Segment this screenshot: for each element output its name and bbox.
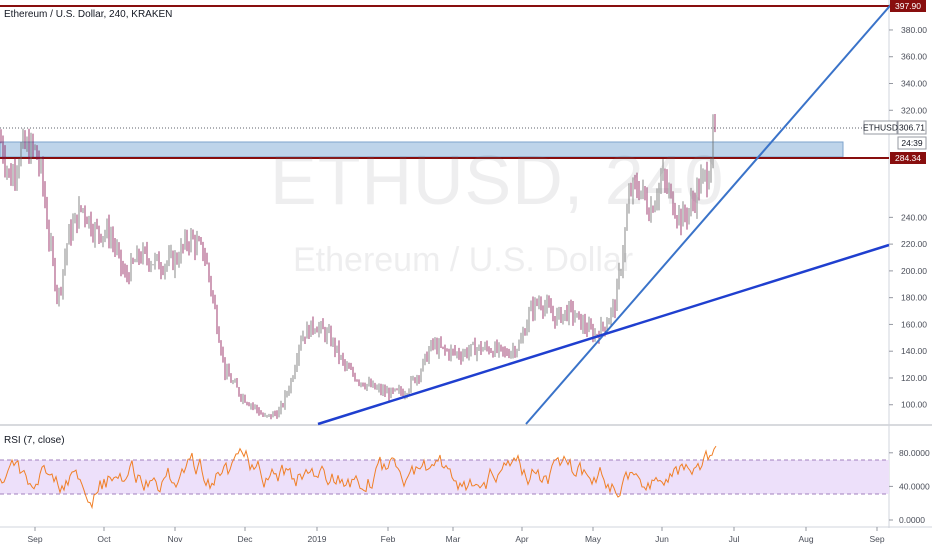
price-tick-label: 180.00 — [901, 293, 927, 303]
price-tick-label: 140.00 — [901, 346, 927, 356]
time-tick-label: Feb — [381, 534, 396, 544]
rsi-band — [0, 460, 889, 494]
price-tick-label: 380.00 — [901, 25, 927, 35]
rsi-title[interactable]: RSI (7, close) — [4, 435, 65, 446]
price-tick-label: 220.00 — [901, 239, 927, 249]
rsi-tick-label: 40.0000 — [899, 481, 930, 491]
price-tick-label: 240.00 — [901, 212, 927, 222]
price-tick-label: 360.00 — [901, 52, 927, 62]
label-countdown: 24:39 — [897, 136, 927, 150]
time-tick-label: Jun — [655, 534, 669, 544]
price-tick-label: 320.00 — [901, 105, 927, 115]
time-tick-label: Apr — [515, 534, 528, 544]
price-pane[interactable] — [0, 0, 889, 424]
support-trendline[interactable] — [317, 243, 890, 426]
time-tick-label: Sep — [27, 534, 42, 544]
time-tick-label: Oct — [97, 534, 111, 544]
time-tick-label: Jul — [729, 534, 740, 544]
label-resistance-low: 284.34 — [890, 152, 926, 164]
svg-text:24:39: 24:39 — [901, 138, 923, 148]
rsi-line — [0, 445, 717, 510]
svg-text:306.71: 306.71 — [899, 123, 925, 133]
candles — [0, 114, 716, 420]
time-axis[interactable]: Sep Oct Nov Dec 2019 Feb Mar Apr May Jun Jul Aug Sep — [27, 527, 885, 544]
time-tick-label: Mar — [446, 534, 461, 544]
price-tick-label: 100.00 — [901, 400, 927, 410]
time-tick-label: Nov — [167, 534, 183, 544]
symbol-title[interactable]: Ethereum / U.S. Dollar, 240, KRAKEN — [4, 9, 173, 20]
resistance-zone[interactable] — [0, 141, 844, 158]
price-axis[interactable]: 380.00 360.00 340.00 320.00 240.00 220.00 200.… — [889, 25, 927, 410]
price-tick-label: 340.00 — [901, 78, 927, 88]
time-tick-label: Sep — [869, 534, 884, 544]
svg-text:397.90: 397.90 — [895, 1, 921, 11]
time-tick-label: Aug — [798, 534, 813, 544]
label-last-price: ETHUSD 306.71 — [863, 120, 927, 135]
price-tick-label: 160.00 — [901, 319, 927, 329]
price-tick-label: 200.00 — [901, 266, 927, 276]
rising-trendline[interactable] — [525, 0, 896, 425]
rsi-tick-label: 0.0000 — [899, 515, 925, 525]
time-tick-label: May — [585, 534, 602, 544]
time-tick-label: Dec — [237, 534, 253, 544]
time-tick-label: 2019 — [308, 534, 327, 544]
svg-text:284.34: 284.34 — [895, 153, 921, 163]
rsi-tick-label: 80.0000 — [899, 448, 930, 458]
label-resistance-top: 397.90 — [890, 0, 926, 12]
price-tick-label: 120.00 — [901, 373, 927, 383]
svg-text:ETHUSD: ETHUSD — [863, 123, 898, 133]
rsi-axis[interactable]: 80.0000 40.0000 0.0000 — [889, 448, 930, 525]
